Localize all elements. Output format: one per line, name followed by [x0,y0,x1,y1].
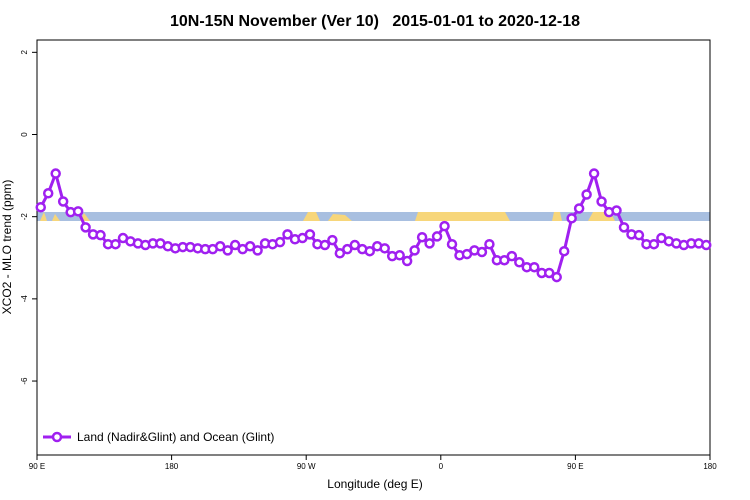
point [529,261,540,273]
point [274,236,286,248]
point [304,229,316,240]
land-band [40,212,615,221]
point [379,243,390,254]
chart-title: 10N-15N November (Ver 10) 2015-01-01 to … [170,13,580,30]
point [229,239,241,251]
point [588,168,600,179]
point [701,239,712,251]
point [349,239,361,251]
point [364,245,376,257]
point [409,245,420,256]
x-tick-label: 180 [703,462,717,471]
point [611,205,622,216]
point [42,188,54,199]
point [222,245,233,256]
point [514,257,525,268]
point [431,231,443,242]
legend-marker [51,431,63,443]
point [618,222,630,233]
y-axis-label: XCO2 - MLO trend (ppm) [0,180,14,315]
point [214,241,226,252]
point [484,238,495,250]
x-tick-label: 90 W [297,462,316,471]
point [499,254,510,266]
x-tick-label: 0 [439,462,444,471]
point [327,234,338,246]
point [648,238,660,250]
point [551,271,562,283]
point [439,220,450,232]
point [95,229,106,241]
point [244,241,256,252]
x-tick-label: 180 [165,462,179,471]
point [581,189,592,200]
point [633,229,645,241]
point [110,238,121,250]
point [543,267,555,279]
point [476,246,488,258]
point [35,201,46,213]
point [57,196,69,207]
point [334,248,346,259]
point [416,231,428,243]
point [596,196,607,207]
point [319,239,331,251]
point [282,229,293,240]
point [252,245,263,256]
series-line [39,168,707,280]
point [566,213,577,224]
legend-label: Land (Nadir&Glint) and Ocean (Glint) [77,430,274,444]
y-tick-label: 2 [20,50,29,55]
point [394,250,405,261]
point [401,255,413,267]
x-tick-label: 90 E [567,462,583,471]
y-tick-label: 0 [20,132,29,137]
point [72,206,84,217]
y-tick-label: -6 [20,377,29,385]
point [506,250,518,262]
x-axis-label: Longitude (deg E) [327,477,422,491]
point [80,222,91,233]
y-tick-label: -2 [20,213,29,221]
y-tick-label: -4 [20,295,29,303]
point [424,238,435,249]
point [573,203,585,214]
point [50,168,61,179]
point [558,245,570,257]
x-tick-label: 90 E [29,462,45,471]
point [342,243,353,255]
ocean-band [37,212,710,221]
point [446,238,458,250]
